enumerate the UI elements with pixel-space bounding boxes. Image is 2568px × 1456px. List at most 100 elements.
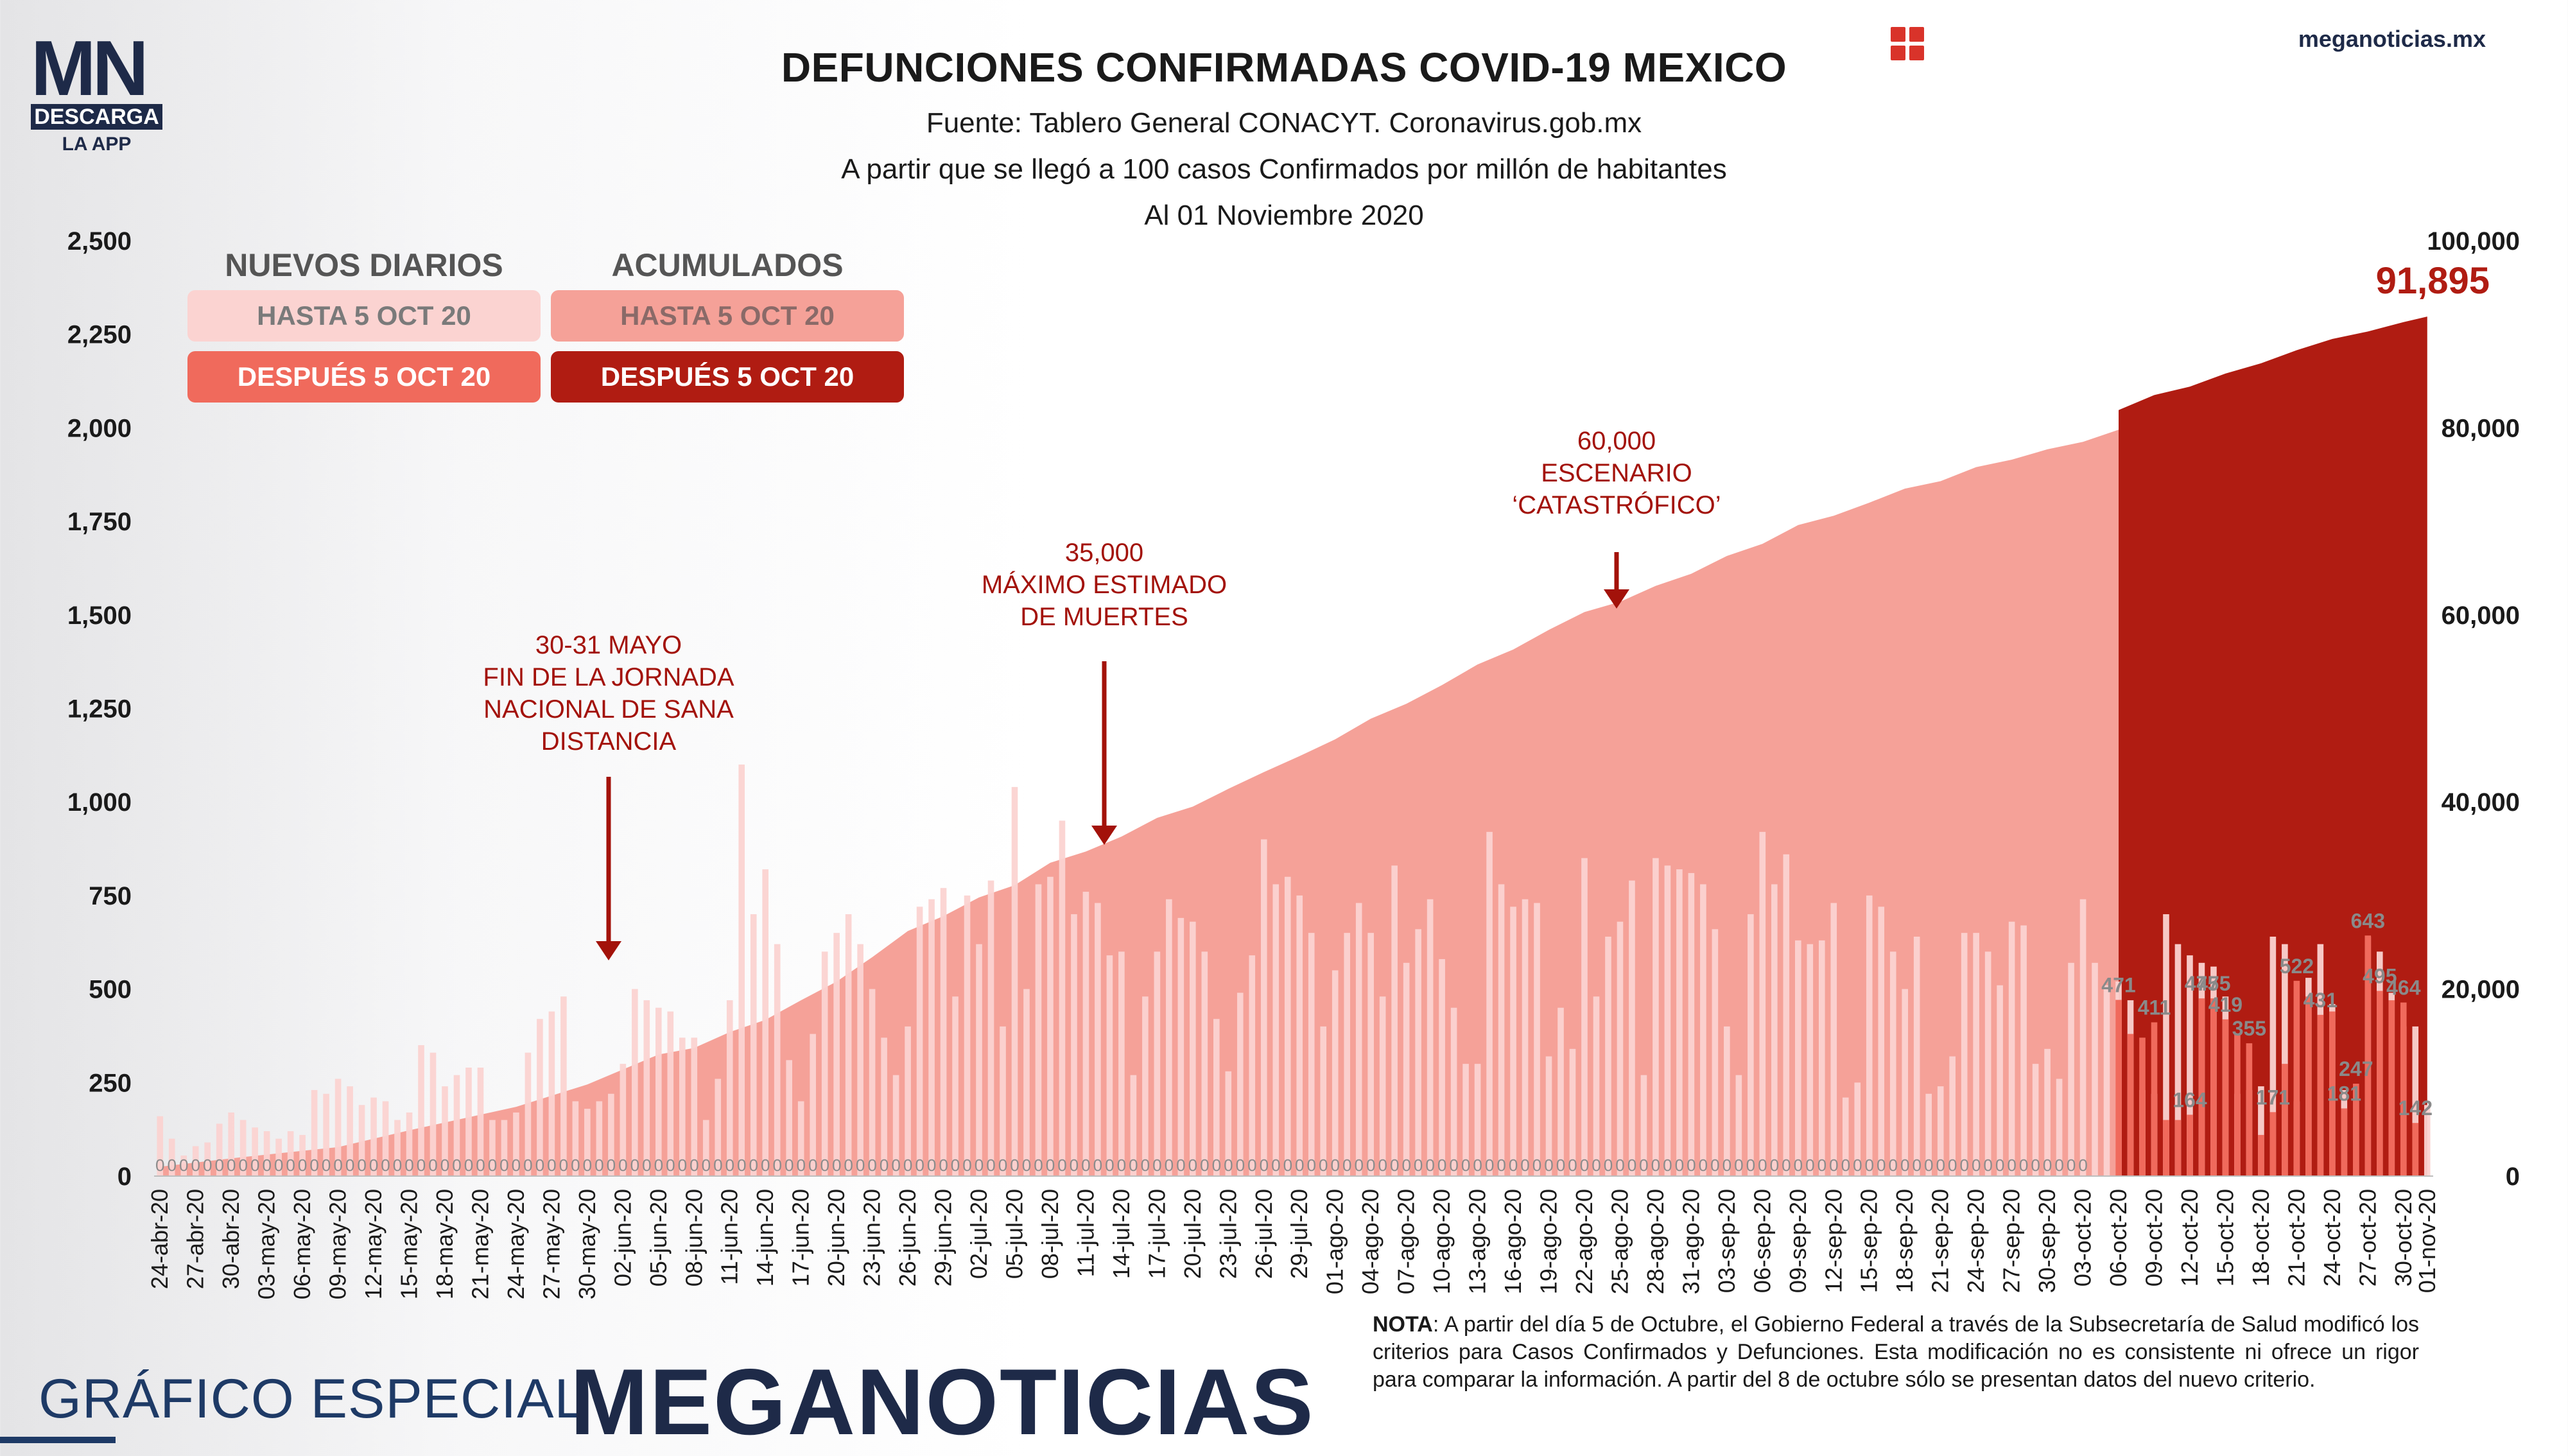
daily-bar-after — [2151, 1022, 2158, 1176]
bar-value-label: 431 — [2303, 989, 2338, 1012]
daily-bar-before — [833, 933, 840, 1176]
daily-bar-before — [1735, 1075, 1742, 1176]
zero-value-label: 0 — [1260, 1156, 1269, 1175]
x-tick-label: 30-sep-20 — [2034, 1189, 2060, 1293]
daily-bar-before — [1142, 996, 1149, 1176]
x-tick-label: 11-jun-20 — [716, 1189, 743, 1285]
daily-bar-before — [2174, 944, 2182, 1176]
daily-bar-before — [1272, 884, 1280, 1176]
zero-value-label: 0 — [1794, 1156, 1803, 1175]
daily-bar-before — [1095, 903, 1101, 1176]
daily-bar-after — [2329, 1011, 2336, 1176]
zero-value-label: 0 — [571, 1156, 580, 1175]
zero-value-label: 0 — [1639, 1156, 1648, 1175]
annotation-text: MÁXIMO ESTIMADO — [982, 570, 1227, 599]
daily-bar-before — [1474, 1064, 1481, 1176]
zero-value-label: 0 — [1782, 1156, 1791, 1175]
zero-value-label: 0 — [986, 1156, 995, 1175]
daily-bar-after — [2376, 991, 2383, 1176]
zero-value-label: 0 — [2031, 1156, 2040, 1175]
daily-bar-before — [976, 944, 982, 1176]
daily-bar-before — [1415, 929, 1421, 1176]
daily-bar-before — [239, 1120, 247, 1176]
zero-value-label: 0 — [594, 1156, 603, 1175]
zero-value-label: 0 — [1532, 1156, 1541, 1175]
daily-bar-before — [1913, 937, 1920, 1176]
daily-bar-before — [1807, 944, 1814, 1176]
daily-bar-after — [2293, 980, 2300, 1176]
daily-bar-before — [1688, 872, 1695, 1176]
x-tick-label: 26-jul-20 — [1251, 1189, 1277, 1279]
zero-value-label: 0 — [309, 1156, 318, 1175]
zero-value-label: 0 — [725, 1156, 734, 1175]
daily-bar-before — [1427, 899, 1434, 1176]
legend-daily-before: HASTA 5 OCT 20 — [187, 290, 541, 342]
daily-bar-before — [1201, 951, 1208, 1176]
x-tick-label: 04-ago-20 — [1357, 1189, 1384, 1294]
zero-value-label: 0 — [1010, 1156, 1019, 1175]
bar-value-label: 471 — [2101, 974, 2135, 997]
daily-bar-before — [964, 895, 971, 1176]
daily-bar-before — [2412, 1026, 2419, 1176]
daily-bar-before — [1047, 876, 1054, 1176]
x-tick-label: 06-may-20 — [289, 1189, 315, 1299]
zero-value-label: 0 — [1699, 1156, 1708, 1175]
x-tick-label: 12-oct-20 — [2176, 1189, 2203, 1287]
daily-bar-before — [1344, 933, 1351, 1176]
zero-value-label: 0 — [1948, 1156, 1957, 1175]
x-tick-label: 07-ago-20 — [1393, 1189, 1419, 1294]
x-tick-label: 20-jul-20 — [1179, 1189, 1206, 1279]
daily-bar-before — [655, 1007, 662, 1176]
daily-bar-before — [691, 1037, 698, 1176]
site-link[interactable]: meganoticias.mx — [2298, 26, 2486, 52]
zero-value-label: 0 — [191, 1156, 200, 1175]
bar-value-label: 475 — [2185, 972, 2219, 995]
daily-bar-before — [1213, 1019, 1220, 1176]
daily-bar-before — [1059, 820, 1066, 1176]
zero-value-label: 0 — [286, 1156, 295, 1175]
zero-value-label: 0 — [476, 1156, 485, 1175]
zero-value-label: 0 — [523, 1156, 532, 1175]
x-tick-label: 12-may-20 — [360, 1189, 386, 1299]
legend-heading-cumulative: ACUMULADOS — [611, 247, 844, 283]
annotation-text: 30-31 MAYO — [535, 631, 682, 659]
bar-value-label: 464 — [2386, 976, 2421, 1000]
daily-bar-before — [643, 1000, 650, 1176]
zero-value-label: 0 — [856, 1156, 865, 1175]
daily-bar-before — [1035, 884, 1042, 1176]
x-tick-label: 15-sep-20 — [1856, 1189, 1882, 1293]
daily-bar-after — [2115, 1000, 2122, 1176]
zero-value-label: 0 — [1853, 1156, 1862, 1175]
zero-value-label: 0 — [369, 1156, 378, 1175]
zero-value-label: 0 — [1330, 1156, 1339, 1175]
zero-value-label: 0 — [1770, 1156, 1779, 1175]
app-logo[interactable]: MN DESCARGA LA APP — [31, 29, 162, 155]
y-left-tick-label: 750 — [89, 882, 132, 910]
y-left-tick-label: 500 — [89, 976, 132, 1004]
zero-value-label: 0 — [381, 1156, 390, 1175]
daily-bar-before — [1759, 831, 1766, 1176]
daily-bar-after — [2282, 1064, 2288, 1176]
grid-menu-icon[interactable] — [1891, 27, 1924, 60]
zero-value-label: 0 — [440, 1156, 449, 1175]
daily-bar-before — [1023, 989, 1030, 1176]
x-tick-label: 05-jun-20 — [645, 1189, 672, 1287]
zero-value-label: 0 — [1592, 1156, 1601, 1175]
daily-bar-before — [168, 1138, 175, 1176]
x-tick-label: 27-sep-20 — [1999, 1189, 2025, 1293]
daily-bar-before — [311, 1089, 318, 1176]
daily-bar-before — [881, 1037, 887, 1176]
axes: 0 250 500 750 1,000 1,250 1,500 1,750 2,000 2,250… — [67, 227, 2520, 1299]
zero-value-label: 0 — [1046, 1156, 1055, 1175]
annotation-text: ‘CATASTRÓFICO’ — [1512, 490, 1721, 519]
daily-bar-before — [204, 1142, 211, 1176]
bar-value-label: 355 — [2232, 1017, 2266, 1040]
x-tick-label: 30-oct-20 — [2390, 1189, 2416, 1287]
zero-value-label: 0 — [666, 1156, 675, 1175]
zero-value-label: 0 — [1936, 1156, 1945, 1175]
zero-value-label: 0 — [1722, 1156, 1731, 1175]
daily-bar-before — [1724, 1026, 1730, 1176]
zero-value-label: 0 — [547, 1156, 556, 1175]
zero-value-label: 0 — [772, 1156, 781, 1175]
